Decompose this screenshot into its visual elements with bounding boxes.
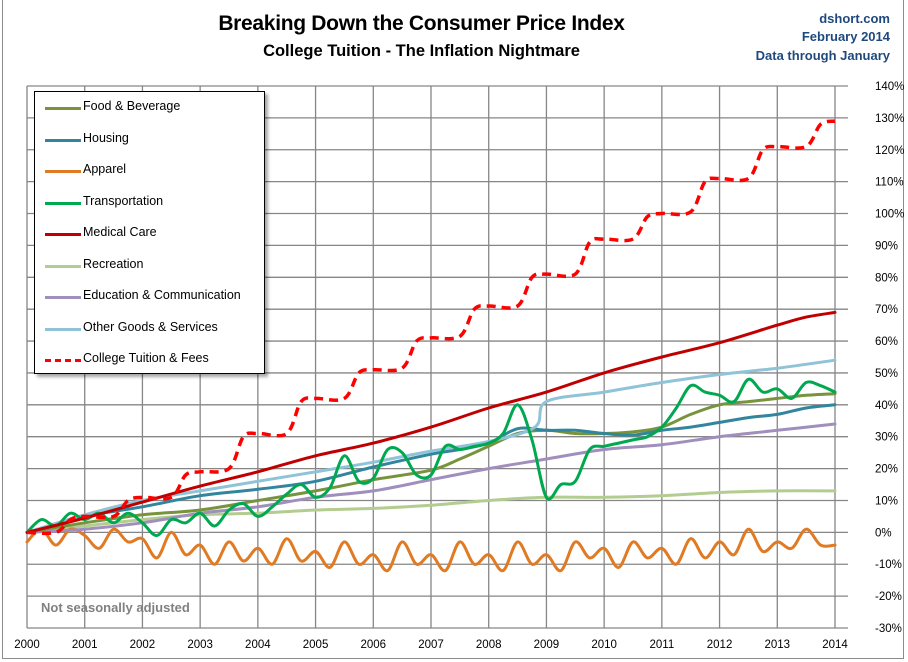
series-line-apparel (25, 527, 837, 573)
legend-label: Housing (83, 130, 129, 145)
x-tick-label: 2000 (14, 639, 40, 651)
y-tick-label: 120% (875, 145, 904, 157)
legend-label: Education & Communication (83, 288, 241, 302)
source-site: dshort.com (819, 11, 890, 26)
y-tick-label: 20% (875, 464, 898, 476)
legend-swatch (45, 359, 81, 362)
x-tick-label: 2011 (649, 639, 674, 651)
series-line-transportation (25, 377, 837, 537)
legend-swatch (45, 296, 81, 299)
legend-item-college-tuition-and-fees: College Tuition & Fees (35, 350, 265, 370)
x-tick-label: 2008 (476, 639, 502, 651)
y-tick-label: 110% (875, 177, 904, 189)
y-tick-label: 30% (875, 432, 898, 444)
series-line-college-tuition-and-fees (26, 119, 836, 536)
y-tick-label: 60% (875, 336, 898, 348)
x-axis-ticks: 2000 2001 2002 2003 2004 2005 2006 2007 2008 2009… (14, 639, 848, 651)
y-tick-label: 100% (875, 209, 904, 221)
chart-title: Breaking Down the Consumer Price Index (218, 12, 625, 35)
legend-swatch (45, 233, 81, 236)
chart-subtitle: College Tuition - The Inflation Nightmar… (263, 42, 580, 60)
x-tick-label: 2013 (764, 639, 790, 651)
y-tick-label: -10% (875, 559, 902, 571)
x-tick-label: 2004 (245, 639, 271, 651)
y-axis-ticks: 140% 130% 120% 110% 100% 90% 80% 70% 60% 50% 40% 30… (875, 81, 904, 635)
legend-item-education-and-communication: Education & Communication (35, 287, 265, 307)
x-tick-label: 2012 (707, 639, 733, 651)
source-data-through: Data through January (755, 48, 890, 63)
y-tick-label: 70% (875, 304, 898, 316)
seasonal-adjustment-note: Not seasonally adjusted (41, 600, 190, 615)
x-tick-label: 2010 (591, 639, 617, 651)
y-tick-label: 80% (875, 272, 898, 284)
y-tick-label: 140% (875, 81, 904, 93)
legend-swatch (45, 327, 81, 331)
y-tick-label: -30% (875, 623, 902, 635)
x-tick-label: 2001 (72, 639, 98, 651)
legend-item-food-and-beverage: Food & Beverage (35, 98, 265, 118)
legend-item-apparel: Apparel (35, 161, 265, 181)
legend-swatch (45, 264, 81, 268)
series-line-education-and-communication (25, 422, 837, 534)
x-tick-label: 2014 (822, 639, 848, 651)
chart-legend: Food & Beverage Housing Apparel Transportat… (34, 91, 265, 374)
series-line-medical-care (25, 310, 837, 534)
y-tick-label: -20% (875, 591, 902, 603)
legend-item-housing: Housing (35, 130, 265, 150)
legend-item-medical-care: Medical Care (35, 224, 265, 244)
legend-label: Other Goods & Services (83, 319, 218, 334)
y-tick-label: 130% (875, 113, 904, 125)
legend-label: Recreation (83, 256, 144, 271)
x-tick-label: 2007 (418, 639, 444, 651)
legend-swatch (45, 170, 81, 173)
y-tick-label: 40% (875, 400, 898, 412)
legend-label: Transportation (83, 193, 164, 208)
legend-label: Medical Care (83, 225, 157, 239)
y-tick-label: 0% (875, 527, 892, 539)
legend-swatch (45, 138, 81, 142)
x-tick-label: 2005 (303, 639, 329, 651)
legend-label: Apparel (83, 162, 127, 176)
legend-swatch (45, 107, 81, 110)
x-tick-label: 2009 (534, 639, 560, 651)
y-tick-label: 10% (875, 495, 898, 507)
x-tick-label: 2002 (130, 639, 156, 651)
legend-label: College Tuition & Fees (83, 351, 209, 365)
x-tick-label: 2003 (187, 639, 213, 651)
source-date: February 2014 (801, 29, 890, 44)
legend-item-other-goods-and-services: Other Goods & Services (35, 319, 265, 339)
legend-label: Food & Beverage (83, 99, 181, 113)
legend-item-recreation: Recreation (35, 256, 265, 276)
legend-swatch (45, 201, 81, 205)
x-tick-label: 2006 (360, 639, 386, 651)
series-lines (25, 119, 837, 573)
y-tick-label: 90% (875, 240, 898, 252)
legend-item-transportation: Transportation (35, 193, 265, 213)
y-tick-label: 50% (875, 368, 898, 380)
series-line-recreation (25, 489, 837, 534)
